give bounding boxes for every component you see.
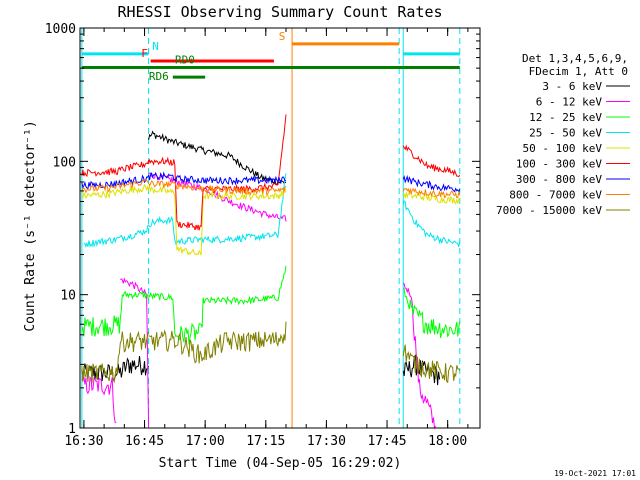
series-5-segment-2 (402, 144, 461, 178)
series-5-segment-0 (81, 160, 150, 178)
y-tick-label-2: 100 (53, 155, 76, 170)
series-7-segment-0 (81, 179, 149, 194)
series-4 (81, 183, 461, 256)
series-6-segment-1 (148, 171, 287, 186)
legend-label-5: 100 - 300 keV (516, 158, 602, 171)
plot-frame (79, 27, 481, 429)
y-axis-label: Count Rate (s⁻¹ detector⁻¹) (23, 120, 38, 331)
legend: Det 1,3,4,5,6,9,FDecim 1, Att 0 3 - 6 keV… (496, 52, 630, 217)
x-tick-label-3: 17:15 (246, 434, 285, 449)
legend-header-0: Det 1,3,4,5,6,9, (522, 52, 628, 65)
series-1-segment-0 (81, 375, 117, 424)
annotation-label-4: RD6 (149, 70, 169, 83)
series-4-segment-2 (402, 191, 461, 205)
legend-header-1: FDecim 1, Att 0 (529, 65, 628, 78)
series-7 (81, 179, 461, 199)
series-8 (81, 321, 461, 384)
legend-label-1: 6 - 12 keV (536, 96, 603, 109)
series-2-segment-1 (148, 265, 287, 345)
series-8-segment-0 (81, 330, 150, 384)
series-1-segment-1 (120, 277, 150, 428)
footer-date: 19-Oct-2021 17:01 (554, 469, 636, 478)
legend-label-0: 3 - 6 keV (542, 80, 602, 93)
legend-label-4: 50 - 100 keV (523, 142, 603, 155)
series-2 (81, 265, 461, 345)
legend-label-8: 7000 - 15000 keV (496, 204, 602, 217)
legend-label-3: 25 - 50 keV (529, 127, 602, 140)
y-tick-label-0: 1 (68, 422, 76, 437)
x-tick-label-1: 16:45 (125, 434, 164, 449)
series-4-segment-0 (81, 183, 150, 199)
series-6-segment-2 (402, 174, 461, 194)
series-3-segment-0 (83, 224, 150, 249)
legend-label-2: 12 - 25 keV (529, 111, 602, 124)
series-8-segment-1 (148, 321, 287, 364)
series-1 (81, 171, 436, 430)
x-tick-label-5: 17:45 (367, 434, 406, 449)
series-3 (83, 173, 461, 249)
x-axis-label: Start Time (04-Sep-05 16:29:02) (159, 456, 402, 471)
annotation-label-1: F (141, 47, 148, 60)
x-tick-label-6: 18:00 (428, 434, 467, 449)
annotation-label-3: RD0 (175, 54, 195, 67)
legend-label-7: 800 - 7000 keV (509, 189, 602, 202)
x-tick-label-4: 17:30 (307, 434, 346, 449)
series-0-segment-1 (148, 130, 287, 186)
series-1-segment-2 (148, 171, 287, 222)
annotation-label-2: S (279, 30, 286, 43)
series-2-segment-2 (403, 288, 461, 339)
y-tick-label-3: 1000 (45, 22, 76, 37)
legend-label-6: 300 - 800 keV (516, 173, 602, 186)
series-8-segment-2 (402, 344, 461, 384)
annotation-label-0: N (152, 40, 159, 53)
series-5-segment-1 (148, 114, 287, 231)
chart-title: RHESSI Observing Summary Count Rates (117, 3, 442, 21)
y-tick-label-1: 10 (60, 289, 76, 304)
x-tick-label-2: 17:00 (186, 434, 225, 449)
series-3-segment-2 (402, 200, 461, 247)
series-7-segment-1 (148, 180, 287, 196)
series-5 (81, 114, 461, 231)
series-3-segment-1 (148, 173, 287, 246)
x-tick-label-0: 16:30 (64, 434, 103, 449)
series-2-segment-0 (81, 291, 150, 337)
series-1-segment-3 (402, 283, 436, 430)
series-4-segment-1 (148, 185, 287, 256)
series-7-segment-2 (402, 187, 461, 199)
